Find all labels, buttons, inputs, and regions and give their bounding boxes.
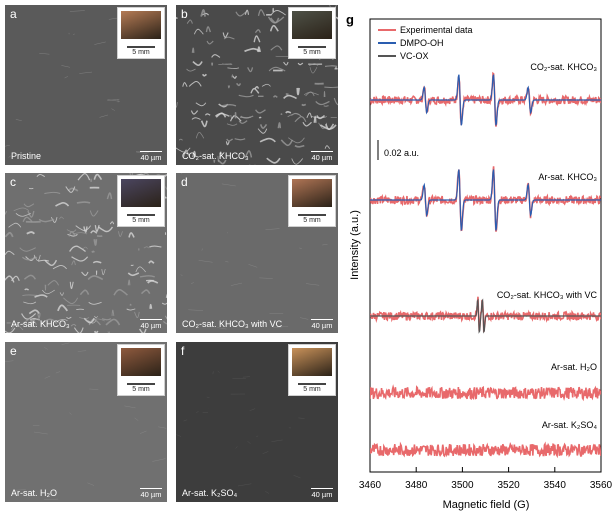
legend-entry-3: VC-OX: [400, 51, 429, 61]
scale-bar: 40 µm: [140, 150, 162, 162]
panel-label-g: g: [346, 12, 354, 27]
y-axis-label: Intensity (a.u.): [349, 210, 361, 280]
inset-scale-bar: [127, 214, 155, 216]
plot-frame: [369, 18, 602, 473]
x-tick-label-6: 3560: [590, 480, 613, 491]
inset-scale-bar: [298, 46, 326, 48]
trace-label-5: Ar-sat. K₂SO₄: [542, 420, 598, 430]
scale-bar-label: 40 µm: [311, 321, 333, 330]
panel-label-d: d: [181, 175, 188, 189]
sem-panel-a: a Pristine 40 µm 5 mm: [5, 5, 167, 165]
scale-bar-line: [140, 318, 162, 320]
sem-panel-f: f Ar-sat. K₂SO₄ 40 µm 5 mm: [176, 342, 338, 502]
experimental-trace-3: [370, 296, 601, 333]
experimental-trace-4: [370, 384, 601, 402]
trace-label-1: CO₂-sat. KHCO₃: [530, 62, 597, 72]
vc-ox-fit-3: [370, 298, 601, 334]
panel-label-b: b: [181, 7, 188, 21]
scale-bar: 40 µm: [311, 150, 333, 162]
scale-bar-line: [311, 487, 333, 489]
trace-label-4: Ar-sat. H₂O: [551, 362, 597, 372]
scale-bar: 40 µm: [140, 318, 162, 330]
sem-panel-e: e Ar-sat. H₂O 40 µm 5 mm: [5, 342, 167, 502]
photo-inset: 5 mm: [288, 7, 336, 59]
experimental-trace-5: [370, 441, 601, 459]
x-tick-label-3: 3500: [451, 480, 474, 491]
scale-bar-line: [311, 318, 333, 320]
scale-bar: 40 µm: [311, 318, 333, 330]
trace-group: [370, 71, 601, 459]
electrode-photo: [121, 11, 161, 39]
sem-panel-c: c Ar-sat. KHCO₃ 40 µm 5 mm: [5, 173, 167, 333]
inset-scale-label: 5 mm: [132, 217, 150, 224]
condition-label: Ar-sat. KHCO₃: [11, 319, 70, 329]
panel-label-e: e: [10, 344, 17, 358]
scale-bar-line: [140, 487, 162, 489]
x-axis-label: Magnetic field (G): [443, 499, 530, 511]
x-tick-label-2: 3480: [405, 480, 428, 491]
photo-inset: 5 mm: [288, 344, 336, 396]
scale-bar: 40 µm: [311, 487, 333, 499]
electrode-photo: [292, 348, 332, 376]
condition-label: CO₂-sat. KHCO₃ with VC: [182, 319, 283, 329]
x-tick-label-4: 3520: [497, 480, 520, 491]
inset-scale-bar: [298, 383, 326, 385]
condition-label: Ar-sat. H₂O: [11, 488, 57, 498]
scale-bar-line: [140, 150, 162, 152]
scale-bar-label: 40 µm: [311, 490, 333, 499]
electrode-photo: [121, 348, 161, 376]
inset-scale-bar: [298, 214, 326, 216]
scale-bar-label: 40 µm: [311, 153, 333, 162]
sem-panel-b: b CO₂-sat. KHCO₃ 40 µm 5 mm: [176, 5, 338, 165]
condition-label: Ar-sat. K₂SO₄: [182, 488, 238, 498]
inset-scale-bar: [127, 46, 155, 48]
panel-label-f: f: [181, 344, 185, 358]
trace-label-3: CO₂-sat. KHCO₃ with VC: [497, 290, 598, 300]
condition-label: Pristine: [11, 151, 42, 161]
inset-scale-bar: [127, 383, 155, 385]
scale-bar-label: 40 µm: [140, 490, 162, 499]
x-tick-label-1: 3460: [359, 480, 382, 491]
scale-bar-label: 40 µm: [140, 153, 162, 162]
electrode-photo: [121, 179, 161, 207]
legend-entry-2: DMPO-OH: [400, 38, 444, 48]
x-axis-ticks: 3460 3480 3500 3520 3540 3560: [359, 467, 613, 491]
electrode-photo: [292, 179, 332, 207]
photo-inset: 5 mm: [117, 344, 165, 396]
photo-inset: 5 mm: [117, 175, 165, 227]
scale-bar-line: [311, 150, 333, 152]
inset-scale-label: 5 mm: [303, 386, 321, 393]
intensity-scale-bar: 0.02 a.u.: [377, 140, 419, 160]
dmpo-oh-fit-2: [370, 169, 601, 231]
trace-labels: CO₂-sat. KHCO₃ Ar-sat. KHCO₃ CO₂-sat. KHCO…: [497, 62, 598, 430]
inset-scale-label: 5 mm: [132, 49, 150, 56]
inset-scale-label: 5 mm: [303, 49, 321, 56]
panel-label-a: a: [10, 7, 17, 21]
scale-bar-label: 0.02 a.u.: [384, 148, 419, 158]
panel-label-c: c: [10, 175, 16, 189]
trace-label-2: Ar-sat. KHCO₃: [538, 172, 597, 182]
photo-inset: 5 mm: [288, 175, 336, 227]
scale-bar: 40 µm: [140, 487, 162, 499]
photo-inset: 5 mm: [117, 7, 165, 59]
condition-label: CO₂-sat. KHCO₃: [182, 151, 249, 161]
inset-scale-label: 5 mm: [132, 386, 150, 393]
legend: Experimental data DMPO-OH VC-OX: [378, 25, 473, 61]
legend-entry-1: Experimental data: [400, 25, 473, 35]
sem-panel-d: d CO₂-sat. KHCO₃ with VC 40 µm 5 mm: [176, 173, 338, 333]
electrode-photo: [292, 11, 332, 39]
scale-bar-label: 40 µm: [140, 321, 162, 330]
x-tick-label-5: 3540: [544, 480, 567, 491]
inset-scale-label: 5 mm: [303, 217, 321, 224]
dmpo-oh-fit-1: [370, 74, 601, 126]
